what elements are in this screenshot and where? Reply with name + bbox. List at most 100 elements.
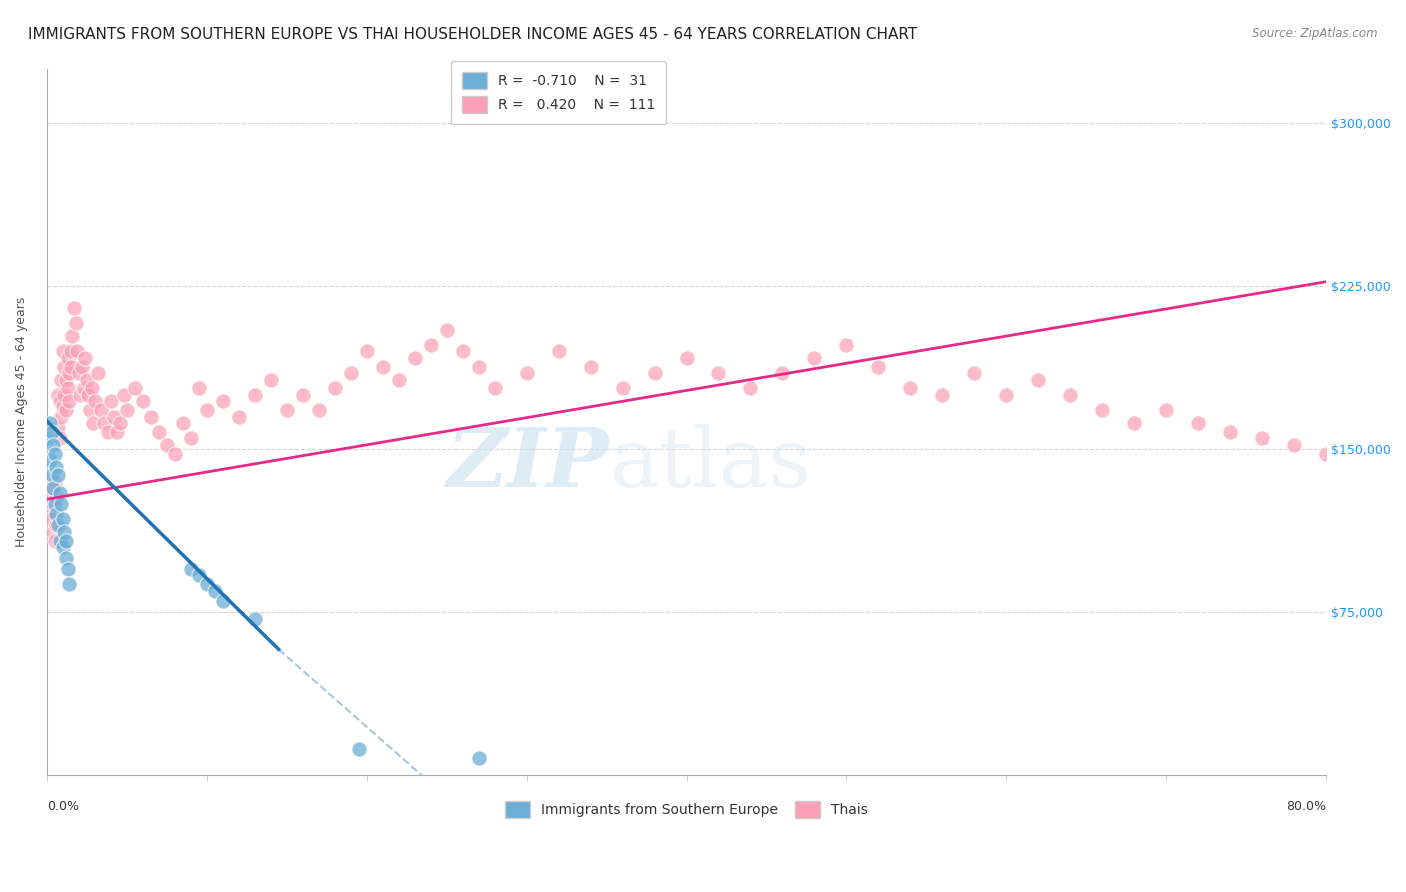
Point [516,366,538,380]
Point [675,351,697,365]
Point [39,503,62,517]
Point [45,508,67,522]
Point [45,518,67,533]
Point [187,381,209,395]
Point [103,409,125,424]
Point [44,497,66,511]
Point [65,316,87,330]
Text: 80.0%: 80.0% [1286,800,1326,814]
Point [100,394,122,409]
Point [347,742,370,756]
Point [52,512,75,526]
Point [612,381,634,395]
Point [900,381,922,395]
Point [53,524,76,539]
Point [58,577,80,591]
Point [79,403,101,417]
Point [707,366,730,380]
Point [1059,388,1081,402]
Point [963,366,986,380]
Text: ZIP: ZIP [447,425,610,504]
Point [124,381,146,395]
Point [90,403,112,417]
Point [803,351,825,365]
Point [644,366,666,380]
Legend: Immigrants from Southern Europe, Thais: Immigrants from Southern Europe, Thais [498,794,875,825]
Point [371,359,394,374]
Point [451,344,474,359]
Point [163,446,186,460]
Point [835,338,858,352]
Point [156,438,179,452]
Point [59,344,82,359]
Point [41,425,63,439]
Point [46,388,69,402]
Point [44,475,66,489]
Point [52,344,75,359]
Point [87,366,110,380]
Point [44,533,66,548]
Point [115,403,138,417]
Point [180,562,202,576]
Point [56,381,79,395]
Point [404,351,426,365]
Point [1091,403,1114,417]
Point [1123,416,1146,430]
Point [83,394,105,409]
Point [1284,438,1306,452]
Point [66,344,89,359]
Point [48,533,70,548]
Point [52,540,75,554]
Point [110,416,132,430]
Point [55,403,77,417]
Point [48,485,70,500]
Point [67,366,90,380]
Point [55,551,77,566]
Point [58,394,80,409]
Point [37,490,59,504]
Point [49,497,72,511]
Point [53,388,76,402]
Point [187,568,209,582]
Point [70,359,93,374]
Point [44,446,66,460]
Point [995,388,1018,402]
Point [484,381,506,395]
Point [467,359,489,374]
Point [1315,446,1337,460]
Point [42,497,65,511]
Point [148,425,170,439]
Point [139,409,162,424]
Point [356,344,378,359]
Point [41,468,63,483]
Point [41,481,63,495]
Point [55,533,77,548]
Point [37,431,59,445]
Point [76,373,98,387]
Point [46,468,69,483]
Point [243,388,266,402]
Text: Source: ZipAtlas.com: Source: ZipAtlas.com [1253,27,1378,40]
Point [211,594,233,608]
Point [339,366,361,380]
Point [53,359,76,374]
Point [243,612,266,626]
Point [59,359,82,374]
Point [436,322,458,336]
Point [42,524,65,539]
Y-axis label: Householder Income Ages 45 - 64 years: Householder Income Ages 45 - 64 years [15,297,28,547]
Point [48,394,70,409]
Point [52,399,75,413]
Point [291,388,314,402]
Point [56,351,79,365]
Point [39,416,62,430]
Point [228,409,250,424]
Point [547,344,569,359]
Point [172,416,194,430]
Point [105,425,128,439]
Point [1219,425,1241,439]
Point [1251,431,1274,445]
Point [82,416,104,430]
Point [46,420,69,434]
Point [772,366,794,380]
